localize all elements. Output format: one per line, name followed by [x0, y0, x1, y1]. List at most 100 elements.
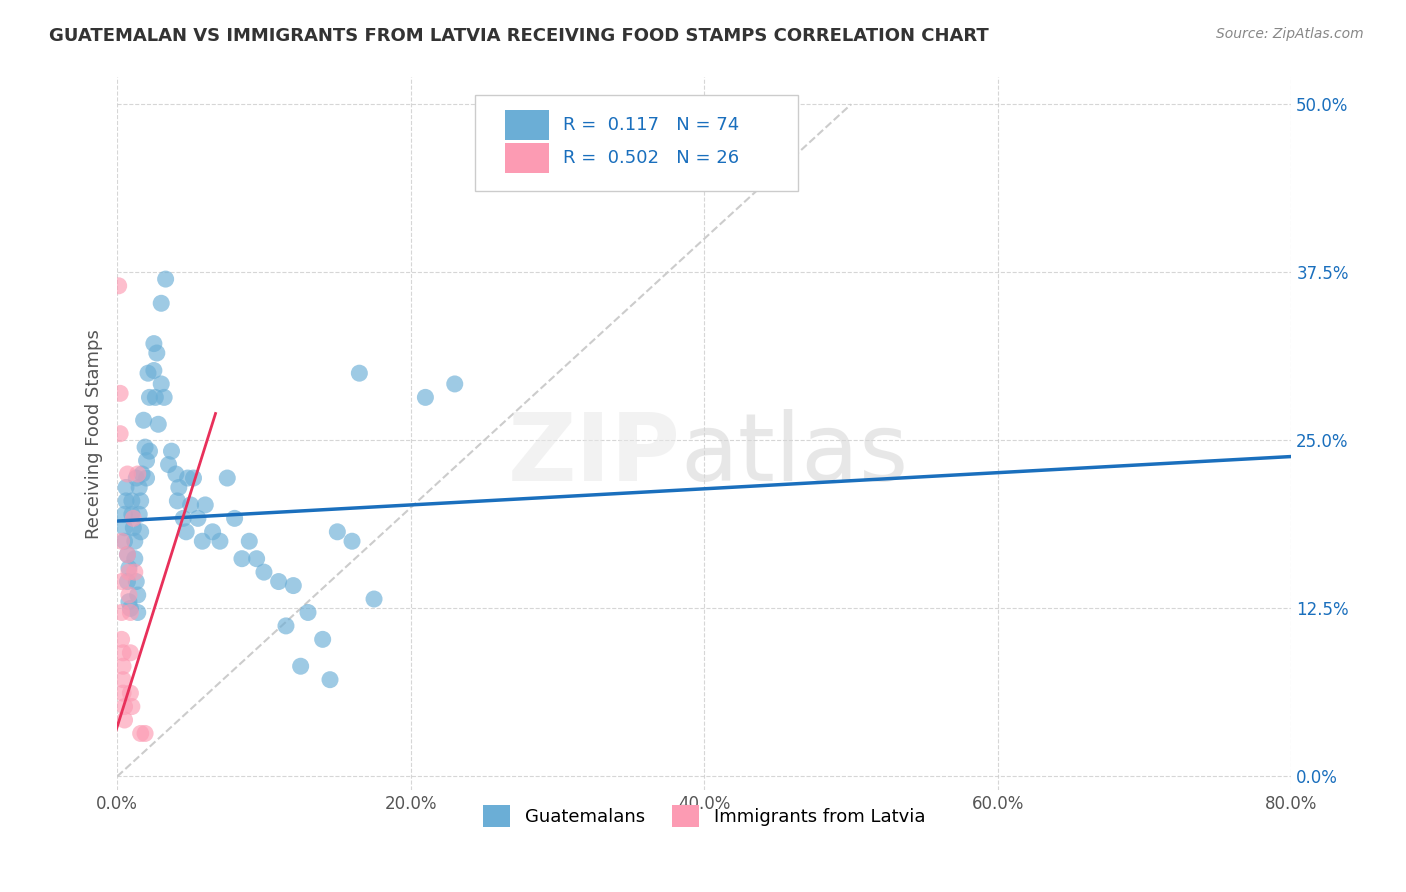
- Point: [110, 534, 132, 549]
- Point: [121, 494, 143, 508]
- Point: [166, 494, 188, 508]
- Point: [112, 659, 135, 673]
- Bar: [505, 111, 550, 140]
- Point: [136, 366, 159, 380]
- Point: [135, 471, 157, 485]
- Point: [110, 632, 132, 647]
- Text: GUATEMALAN VS IMMIGRANTS FROM LATVIA RECEIVING FOOD STAMPS CORRELATION CHART: GUATEMALAN VS IMMIGRANTS FROM LATVIA REC…: [49, 27, 988, 45]
- Point: [231, 551, 253, 566]
- Point: [120, 601, 142, 615]
- Y-axis label: Receiving Food Stamps: Receiving Food Stamps: [86, 329, 103, 539]
- Point: [224, 511, 246, 525]
- Text: R =  0.117   N = 74: R = 0.117 N = 74: [564, 116, 740, 134]
- Point: [127, 588, 149, 602]
- Point: [174, 524, 197, 539]
- Point: [153, 390, 176, 404]
- Point: [176, 471, 198, 485]
- Point: [112, 646, 135, 660]
- Point: [340, 534, 363, 549]
- Point: [172, 511, 194, 525]
- Point: [118, 595, 141, 609]
- Point: [267, 574, 290, 589]
- Point: [326, 524, 349, 539]
- Legend: Guatemalans, Immigrants from Latvia: Guatemalans, Immigrants from Latvia: [477, 797, 932, 834]
- Point: [127, 606, 149, 620]
- Text: ZIP: ZIP: [508, 409, 681, 501]
- Point: [129, 524, 152, 539]
- Point: [142, 336, 165, 351]
- Point: [143, 390, 166, 404]
- Point: [155, 272, 177, 286]
- Point: [157, 458, 180, 472]
- Point: [180, 498, 202, 512]
- Point: [118, 565, 141, 579]
- Point: [114, 508, 136, 522]
- Point: [108, 386, 131, 401]
- Point: [115, 494, 138, 508]
- Point: [165, 467, 187, 481]
- Point: [120, 606, 142, 620]
- Point: [142, 363, 165, 377]
- Point: [208, 534, 231, 549]
- Point: [122, 511, 145, 525]
- Point: [114, 713, 136, 727]
- Point: [120, 646, 142, 660]
- FancyBboxPatch shape: [475, 95, 799, 192]
- Point: [311, 632, 333, 647]
- Point: [121, 508, 143, 522]
- Point: [125, 574, 148, 589]
- Point: [112, 673, 135, 687]
- Point: [110, 574, 132, 589]
- Point: [349, 366, 371, 380]
- Point: [118, 588, 141, 602]
- Point: [124, 565, 146, 579]
- Point: [115, 480, 138, 494]
- Point: [124, 534, 146, 549]
- Point: [117, 548, 139, 562]
- Point: [125, 471, 148, 485]
- Point: [129, 494, 152, 508]
- Point: [138, 444, 160, 458]
- Point: [319, 673, 342, 687]
- Point: [131, 467, 153, 481]
- Point: [122, 521, 145, 535]
- Point: [201, 524, 224, 539]
- Point: [112, 686, 135, 700]
- Point: [160, 444, 183, 458]
- Point: [363, 592, 385, 607]
- Text: atlas: atlas: [681, 409, 910, 501]
- Point: [148, 417, 170, 432]
- Point: [108, 426, 131, 441]
- Point: [121, 699, 143, 714]
- Point: [217, 471, 239, 485]
- Point: [107, 278, 129, 293]
- Point: [124, 551, 146, 566]
- Point: [167, 480, 190, 494]
- Point: [194, 498, 217, 512]
- Point: [128, 508, 150, 522]
- Point: [238, 534, 260, 549]
- Point: [117, 574, 139, 589]
- Point: [128, 480, 150, 494]
- Point: [138, 390, 160, 404]
- Point: [283, 578, 305, 592]
- Point: [129, 726, 152, 740]
- Point: [110, 606, 132, 620]
- Point: [120, 686, 142, 700]
- Point: [290, 659, 312, 673]
- Point: [146, 346, 169, 360]
- Point: [253, 565, 276, 579]
- Point: [118, 561, 141, 575]
- Point: [134, 726, 156, 740]
- Text: Source: ZipAtlas.com: Source: ZipAtlas.com: [1216, 27, 1364, 41]
- Point: [114, 521, 136, 535]
- Point: [132, 413, 155, 427]
- Point: [134, 440, 156, 454]
- Point: [135, 453, 157, 467]
- Point: [183, 471, 205, 485]
- Point: [117, 548, 139, 562]
- Point: [191, 534, 214, 549]
- Point: [187, 511, 209, 525]
- Bar: [505, 143, 550, 173]
- Point: [297, 606, 319, 620]
